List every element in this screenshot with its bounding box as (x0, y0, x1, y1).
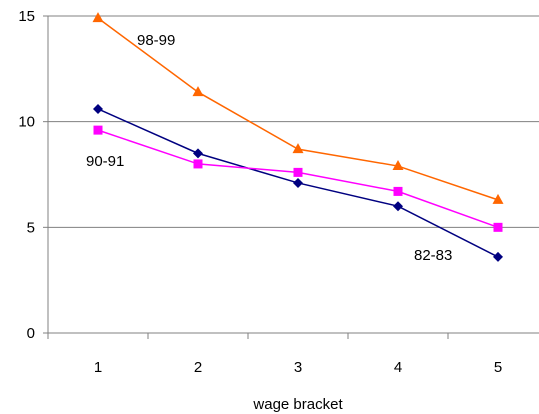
point-90-91-1 (93, 125, 103, 135)
x-tick-label-3: 3 (294, 359, 302, 376)
x-axis-title: wage bracket (252, 396, 343, 413)
point-98-99-3 (292, 143, 304, 154)
point-98-99-5 (492, 193, 504, 204)
point-82-83-3 (293, 177, 303, 188)
y-tick-label-0: 0 (27, 325, 35, 342)
point-98-99-1 (92, 12, 104, 23)
x-tick-label-2: 2 (194, 359, 202, 376)
x-axis-ticks: 1 2 3 4 5 (47, 333, 502, 376)
point-82-83-1 (93, 103, 103, 114)
point-90-91-5 (493, 222, 503, 232)
annotation-98-99: 98-99 (137, 32, 175, 49)
point-98-99-2 (192, 86, 204, 97)
point-98-99-4 (392, 160, 404, 171)
point-82-83-4 (393, 201, 403, 212)
y-tick-label-5: 5 (27, 219, 35, 236)
series-group (92, 12, 504, 262)
x-tick-label-4: 4 (394, 359, 402, 376)
y-tick-label-15: 15 (18, 8, 35, 25)
gridlines (48, 15, 539, 228)
point-90-91-3 (293, 167, 303, 177)
point-82-83-5 (493, 251, 503, 262)
y-axis-ticks: 0 5 10 15 (18, 8, 48, 342)
x-tick-label-5: 5 (494, 359, 502, 376)
point-90-91-2 (193, 159, 203, 169)
x-tick-label-1: 1 (94, 359, 102, 376)
annotation-82-83: 82-83 (414, 247, 452, 264)
annotation-90-91: 90-91 (86, 153, 124, 170)
y-tick-label-10: 10 (18, 114, 35, 131)
point-90-91-4 (393, 186, 403, 196)
point-82-83-2 (193, 148, 203, 159)
